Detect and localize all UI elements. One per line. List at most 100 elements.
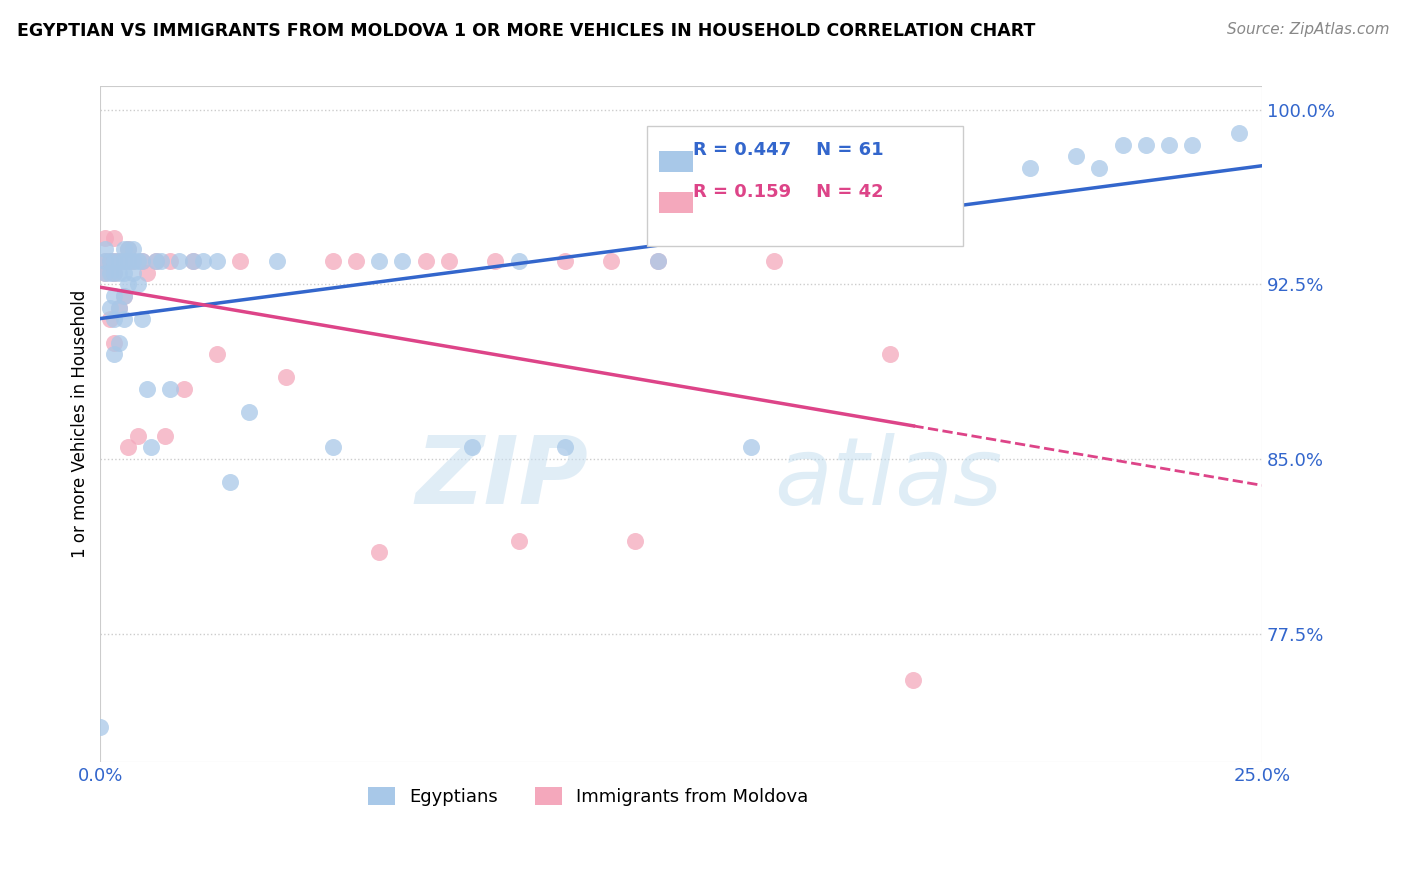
Point [169,254,191,268]
Point [89,720,111,734]
Text: R = 0.159    N = 42: R = 0.159 N = 42 [693,183,884,201]
Point [879,347,901,361]
Legend: Egyptians, Immigrants from Moldova: Egyptians, Immigrants from Moldova [361,780,815,814]
Text: atlas: atlas [775,433,1002,524]
Point [103,266,125,280]
Point [554,254,576,268]
Point [117,243,139,257]
Y-axis label: 1 or more Vehicles in Household: 1 or more Vehicles in Household [72,290,89,558]
Point [903,673,925,688]
Point [145,254,167,268]
Point [112,243,135,257]
Point [112,289,135,303]
Point [181,254,204,268]
Point [112,254,135,268]
Point [145,254,167,268]
Point [191,254,214,268]
Point [103,312,125,326]
Point [127,277,149,292]
Point [108,254,131,268]
Point [925,161,948,175]
Point [276,370,298,384]
Point [131,254,153,268]
Point [391,254,413,268]
Point [266,254,288,268]
Point [1088,161,1111,175]
Point [322,254,344,268]
Text: EGYPTIAN VS IMMIGRANTS FROM MOLDOVA 1 OR MORE VEHICLES IN HOUSEHOLD CORRELATION : EGYPTIAN VS IMMIGRANTS FROM MOLDOVA 1 OR… [17,22,1035,40]
Point [117,254,139,268]
Point [322,441,344,455]
Point [117,441,139,455]
Point [173,382,195,396]
Point [135,266,157,280]
Point [508,254,530,268]
Point [135,382,157,396]
Point [1111,137,1133,152]
Point [484,254,506,268]
Point [108,266,131,280]
Point [219,475,242,490]
Point [94,243,117,257]
Point [127,428,149,442]
Point [122,266,145,280]
Point [98,254,121,268]
Point [94,231,117,245]
Point [112,266,135,280]
Point [103,335,125,350]
Point [103,347,125,361]
Point [1018,161,1040,175]
Text: ZIP: ZIP [415,432,588,524]
Point [155,428,177,442]
Point [122,254,145,268]
Point [763,254,786,268]
Point [94,254,117,268]
Point [437,254,460,268]
Point [229,254,252,268]
Point [647,254,669,268]
Point [149,254,172,268]
Point [98,266,121,280]
Point [623,533,645,548]
Text: R = 0.447    N = 61: R = 0.447 N = 61 [693,141,884,160]
Point [1064,149,1087,163]
Point [238,405,260,419]
Point [103,266,125,280]
Point [112,289,135,303]
Point [103,289,125,303]
Point [127,254,149,268]
Point [159,382,181,396]
Point [117,243,139,257]
Point [94,266,117,280]
Point [368,254,391,268]
Point [368,545,391,559]
Point [131,312,153,326]
Point [344,254,367,268]
Point [205,347,228,361]
Point [112,254,135,268]
Point [108,301,131,315]
Point [1181,137,1204,152]
Point [98,254,121,268]
Point [94,254,117,268]
Point [131,254,153,268]
Point [94,266,117,280]
Point [141,441,163,455]
Point [508,533,530,548]
Point [1135,137,1157,152]
Point [98,312,121,326]
Point [415,254,437,268]
Point [600,254,623,268]
Point [98,301,121,315]
Point [159,254,181,268]
Point [181,254,204,268]
Point [103,231,125,245]
Point [740,441,762,455]
Point [122,243,145,257]
Point [117,277,139,292]
Point [122,254,145,268]
Point [1227,126,1250,140]
Point [461,441,484,455]
Point [647,254,669,268]
Point [108,254,131,268]
